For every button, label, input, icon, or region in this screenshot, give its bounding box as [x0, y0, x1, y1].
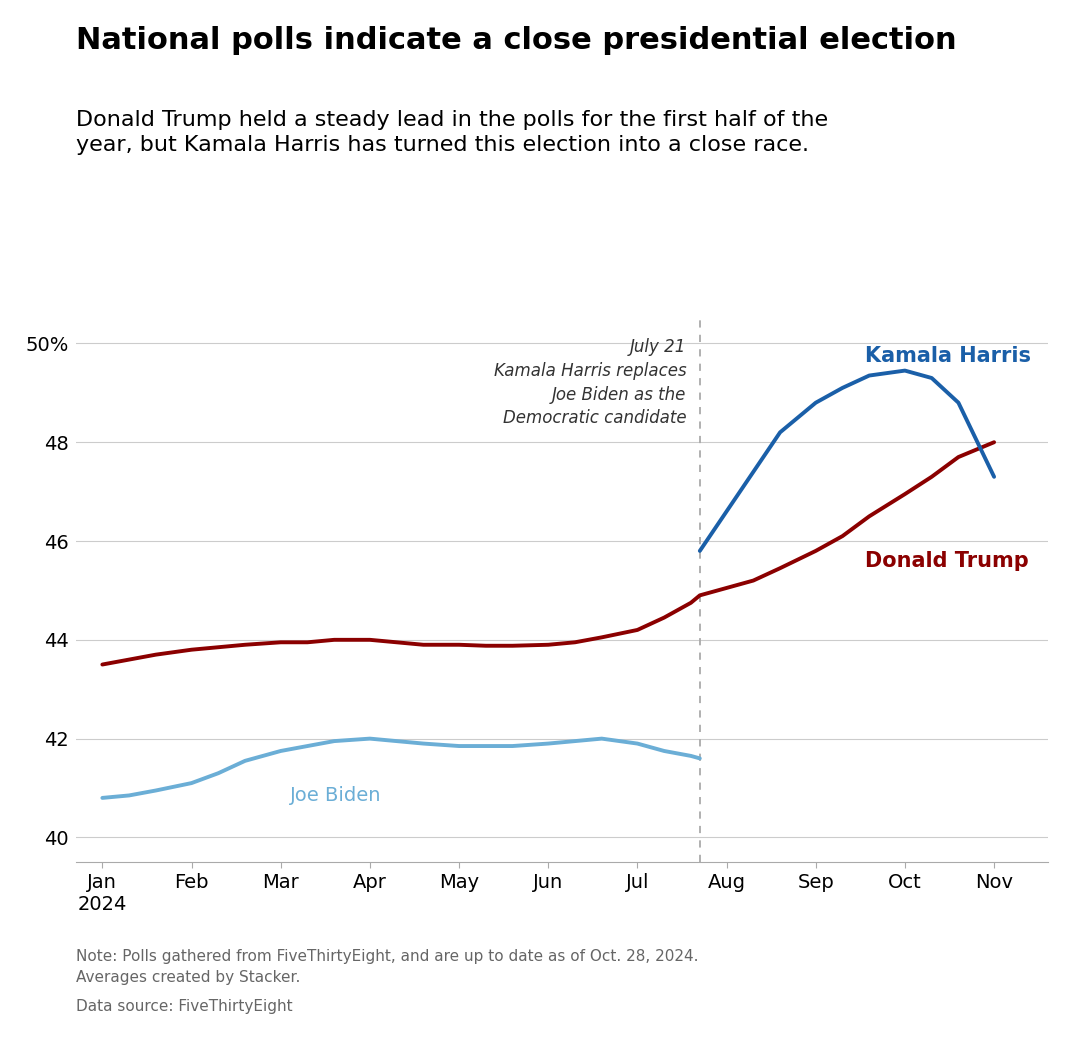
Text: July 21
Kamala Harris replaces
Joe Biden as the
Democratic candidate: July 21 Kamala Harris replaces Joe Biden…: [494, 339, 687, 427]
Text: Joe Biden: Joe Biden: [289, 786, 381, 805]
Text: Kamala Harris: Kamala Harris: [865, 346, 1030, 366]
Text: Donald Trump held a steady lead in the polls for the first half of the
year, but: Donald Trump held a steady lead in the p…: [76, 110, 827, 156]
Text: Note: Polls gathered from FiveThirtyEight, and are up to date as of Oct. 28, 202: Note: Polls gathered from FiveThirtyEigh…: [76, 949, 698, 984]
Text: Data source: FiveThirtyEight: Data source: FiveThirtyEight: [76, 999, 293, 1014]
Text: National polls indicate a close presidential election: National polls indicate a close presiden…: [76, 26, 956, 55]
Text: Donald Trump: Donald Trump: [865, 551, 1028, 571]
